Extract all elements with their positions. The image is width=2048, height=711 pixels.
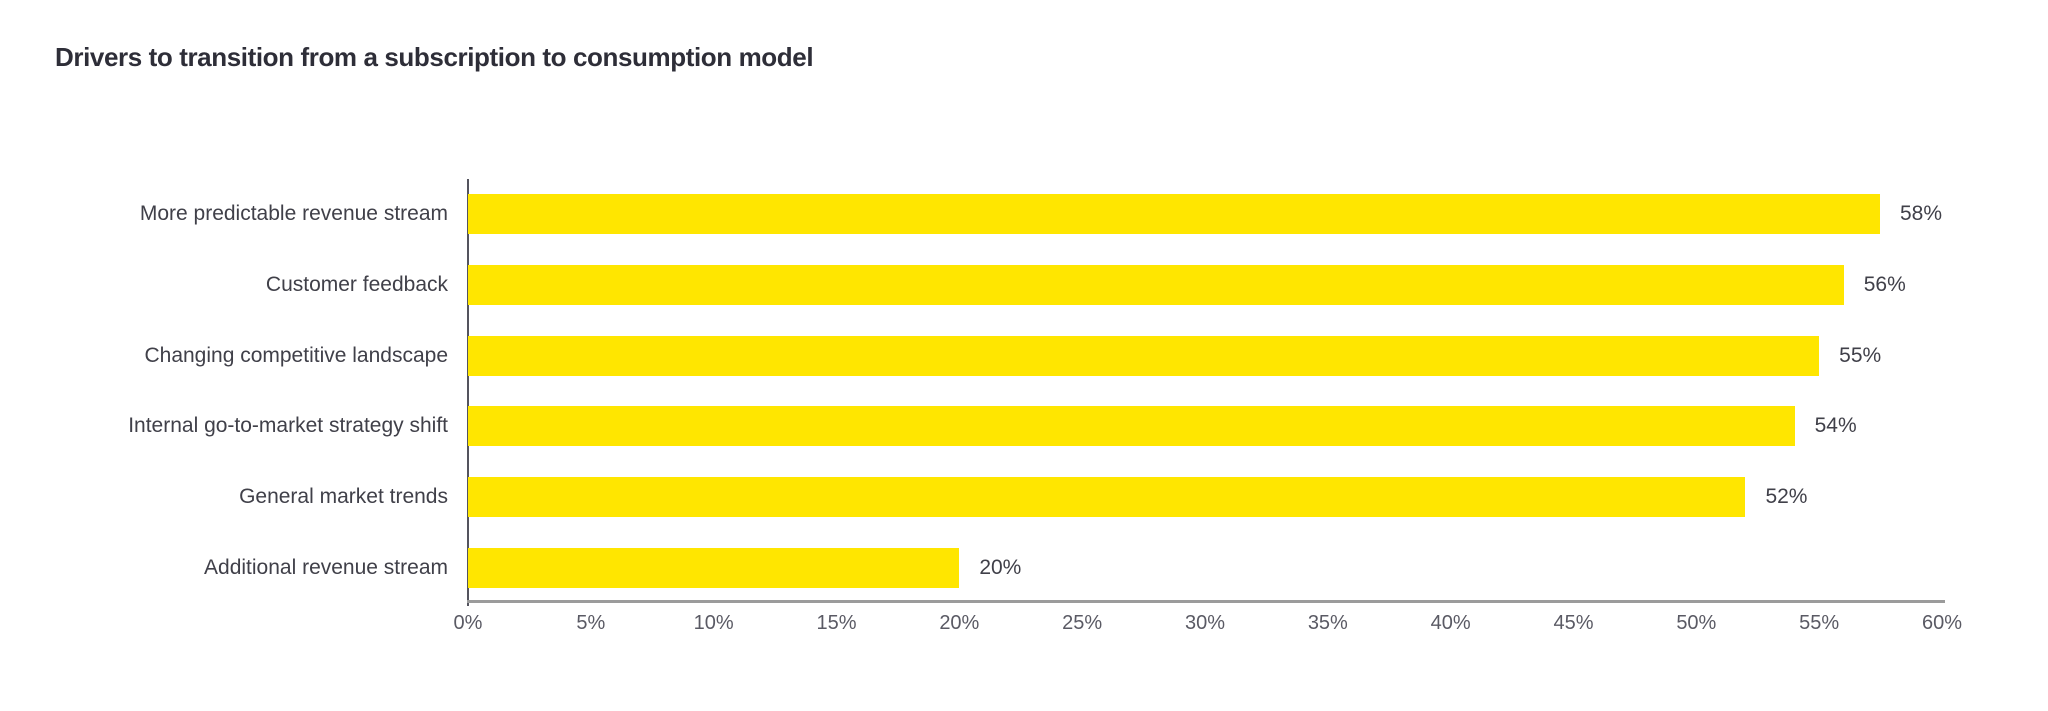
bar [468,406,1795,447]
category-label: Customer feedback [265,273,448,296]
x-tick-label: 60% [1921,612,1963,634]
value-label: 20% [979,555,1022,579]
bar [468,547,960,588]
x-axis-line [467,600,1945,603]
x-tick-label: 50% [1676,612,1717,634]
x-tick-label: 25% [1062,612,1103,634]
category-label: Changing competitive landscape [144,343,448,367]
x-axis: 0% 5% 10% 15% 20% 25% 30% 35% 40% 45% 50% 55% 60% [454,612,1962,644]
bar-row: 56% [468,250,1942,321]
x-tick-label: 15% [816,612,857,634]
value-label: 55% [1839,343,1882,367]
x-tick-label: 45% [1553,612,1594,634]
bar [468,265,1844,305]
x-tick-label: 0% [453,612,483,634]
x-tick-label: 20% [939,612,980,634]
value-label: 56% [1863,273,1906,296]
bar [468,477,1746,518]
x-tick-label: 10% [693,612,734,634]
bar-row: 54% [468,391,1942,462]
value-label: 54% [1814,414,1857,438]
bar [468,335,1820,376]
bar-row: 55% [468,320,1942,391]
plot-area: 58% 56% 55% 54% 52% 20% [468,179,1942,603]
chart-title: Drivers to transition from a subscriptio… [55,42,814,72]
bar-row: 20% [468,532,1942,603]
value-label: 58% [1899,202,1942,226]
x-tick-label: 30% [1184,612,1226,634]
y-axis-line [467,179,469,606]
x-tick-label: 35% [1307,612,1348,634]
category-label: Internal go-to-market strategy shift [128,414,448,438]
category-labels-column: More predictable revenue stream Customer … [0,179,448,603]
value-label: 52% [1765,485,1808,509]
bar [468,194,1880,235]
category-label: General market trends [239,485,448,509]
category-label: More predictable revenue stream [139,202,448,226]
x-tick-label: 55% [1799,612,1840,634]
x-tick-label: 40% [1430,612,1471,634]
bar-row: 58% [468,179,1942,250]
x-tick-label: 5% [576,612,606,634]
bar-row: 52% [468,462,1942,533]
category-label: Additional revenue stream [204,555,448,579]
